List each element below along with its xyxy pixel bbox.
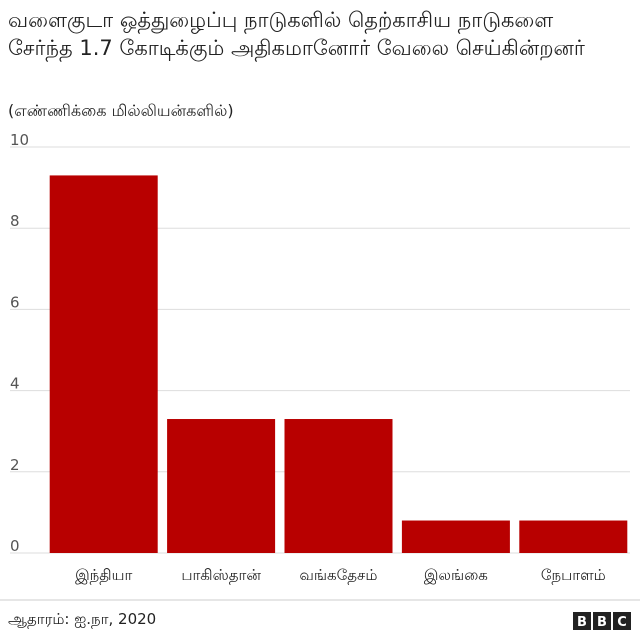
bar	[167, 419, 276, 553]
bar	[284, 419, 393, 553]
logo-letter: B	[597, 615, 607, 630]
logo-letter: C	[617, 615, 627, 630]
chart-subtitle: (எண்ணிக்கை மில்லியன்களில்)	[8, 101, 234, 120]
y-tick-label: 0	[10, 537, 20, 555]
y-tick-label: 2	[10, 456, 20, 474]
y-tick-label: 8	[10, 212, 20, 230]
x-tick-label: இலங்கை	[424, 566, 488, 584]
bar	[519, 520, 628, 553]
bar	[49, 175, 158, 554]
y-tick-label: 4	[10, 375, 20, 393]
x-tick-label: இந்தியா	[75, 566, 132, 584]
x-tick-label: நேபாளம்	[541, 566, 606, 584]
logo-box	[573, 612, 591, 630]
y-tick-label: 10	[10, 131, 29, 149]
bar	[401, 520, 510, 553]
logo-letter: B	[577, 615, 587, 630]
chart-title: வளைகுடா ஒத்துழைப்பு நாடுகளில் தெற்காசிய …	[8, 8, 585, 60]
source: ஆதாரம்: ஐ.நா, 2020	[8, 610, 156, 628]
logo-box	[593, 612, 611, 630]
y-tick-label: 6	[10, 293, 20, 311]
x-tick-label: வங்கதேசம்	[300, 566, 378, 584]
logo-box	[613, 612, 631, 630]
x-tick-label: பாகிஸ்தான்	[181, 566, 261, 584]
